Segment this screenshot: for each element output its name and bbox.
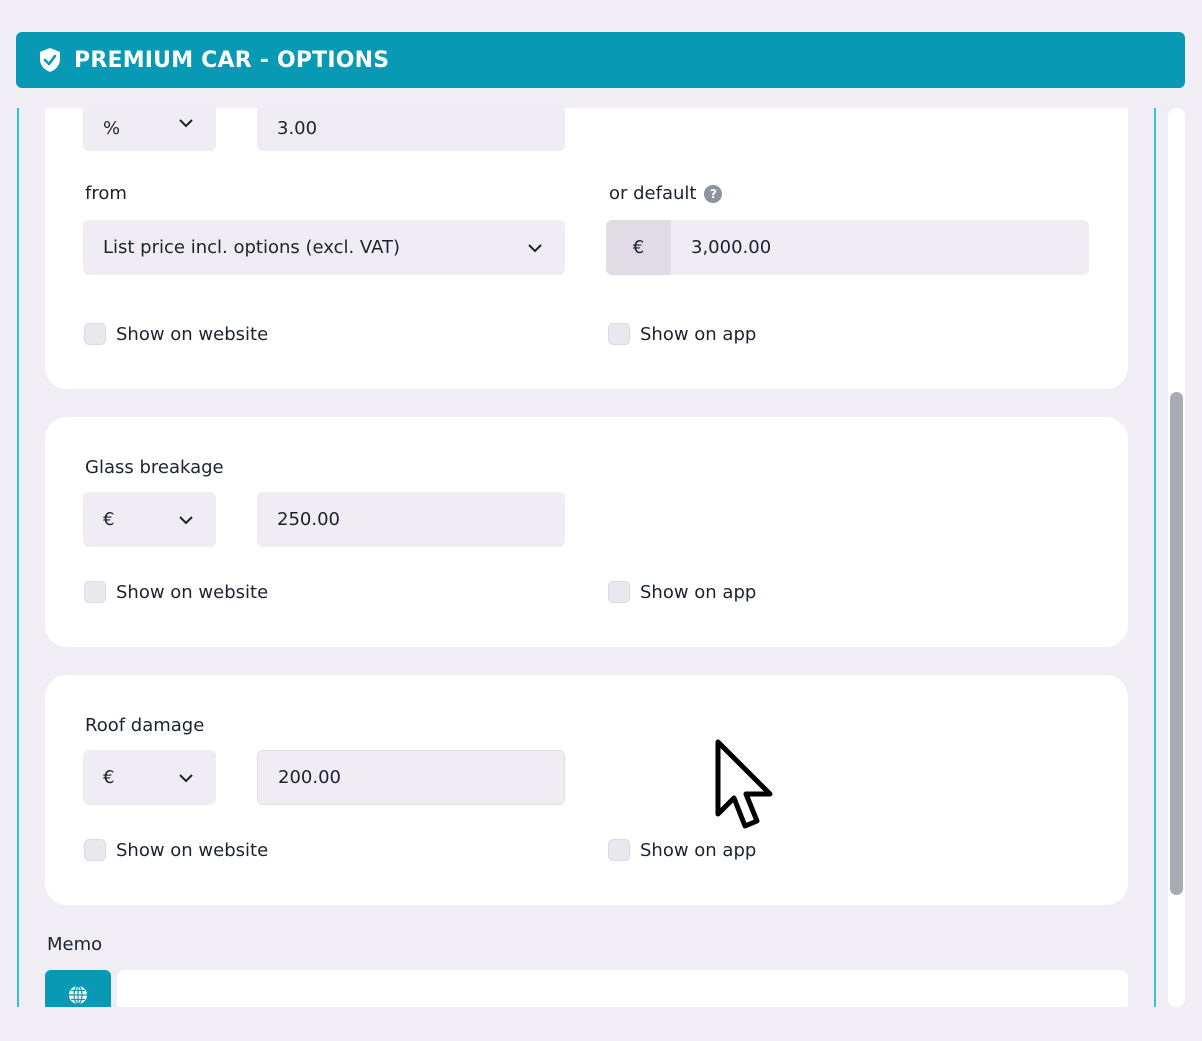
chevron-down-icon <box>179 773 193 782</box>
show-on-app-checkbox[interactable]: Show on app <box>608 323 756 345</box>
unit-value: % <box>103 117 121 139</box>
from-value: List price incl. options (excl. VAT) <box>103 237 401 258</box>
percentage-value: 3.00 <box>277 117 318 139</box>
checkbox-box[interactable] <box>84 839 106 861</box>
default-input[interactable]: € 3,000.00 <box>606 220 1089 275</box>
checkbox-box[interactable] <box>608 323 630 345</box>
option-card-roof-damage: Roof damage € 200.00 Show on website Sho… <box>45 675 1128 905</box>
checkbox-box[interactable] <box>84 581 106 603</box>
from-label: from <box>85 183 127 204</box>
memo-label: Memo <box>47 934 103 955</box>
show-on-website-checkbox[interactable]: Show on website <box>84 839 268 861</box>
chevron-down-icon <box>179 515 193 524</box>
default-label: or default <box>609 183 697 204</box>
checkbox-label: Show on website <box>116 581 269 603</box>
checkbox-label: Show on app <box>640 839 757 861</box>
scrollbar-thumb[interactable] <box>1170 392 1183 895</box>
globe-icon <box>69 985 87 1005</box>
from-select[interactable]: List price incl. options (excl. VAT) <box>83 220 565 275</box>
card-title: Roof damage <box>85 715 205 736</box>
checkbox-label: Show on website <box>116 323 269 345</box>
card-title: Glass breakage <box>85 457 224 478</box>
amount-input[interactable]: 250.00 <box>257 492 565 547</box>
amount-value: 200.00 <box>278 767 341 788</box>
checkbox-box[interactable] <box>608 581 630 603</box>
option-card-percentage: % 3.00 from or default ? List price incl… <box>45 108 1128 389</box>
option-card-glass-breakage: Glass breakage € 250.00 Show on website … <box>45 417 1128 647</box>
section-title: PREMIUM CAR - OPTIONS <box>74 47 390 73</box>
memo-language-button[interactable] <box>45 970 111 1007</box>
chevron-down-icon <box>528 243 542 252</box>
checkbox-box[interactable] <box>608 839 630 861</box>
show-on-app-checkbox[interactable]: Show on app <box>608 839 756 861</box>
section-header: PREMIUM CAR - OPTIONS <box>16 32 1185 88</box>
checkbox-label: Show on website <box>116 839 269 861</box>
percentage-input[interactable]: 3.00 <box>257 108 565 151</box>
show-on-app-checkbox[interactable]: Show on app <box>608 581 756 603</box>
shield-check-icon <box>40 48 60 72</box>
default-label-row: or default ? <box>609 183 723 204</box>
memo-textarea[interactable] <box>117 970 1128 1007</box>
help-icon[interactable]: ? <box>704 184 723 203</box>
amount-input[interactable]: 200.00 <box>257 750 565 805</box>
unit-select[interactable]: € <box>83 750 216 805</box>
show-on-website-checkbox[interactable]: Show on website <box>84 323 268 345</box>
chevron-down-icon <box>179 119 193 128</box>
unit-value: € <box>103 767 115 788</box>
unit-value: € <box>103 509 115 530</box>
options-scroll-area: % 3.00 from or default ? List price incl… <box>17 108 1156 1007</box>
unit-select[interactable]: % <box>83 108 216 151</box>
amount-value: 250.00 <box>277 509 340 530</box>
checkbox-label: Show on app <box>640 323 757 345</box>
currency-prefix: € <box>606 220 671 275</box>
show-on-website-checkbox[interactable]: Show on website <box>84 581 268 603</box>
checkbox-label: Show on app <box>640 581 757 603</box>
unit-select[interactable]: € <box>83 492 216 547</box>
mouse-cursor-icon <box>715 739 773 829</box>
checkbox-box[interactable] <box>84 323 106 345</box>
default-value: 3,000.00 <box>691 237 772 258</box>
